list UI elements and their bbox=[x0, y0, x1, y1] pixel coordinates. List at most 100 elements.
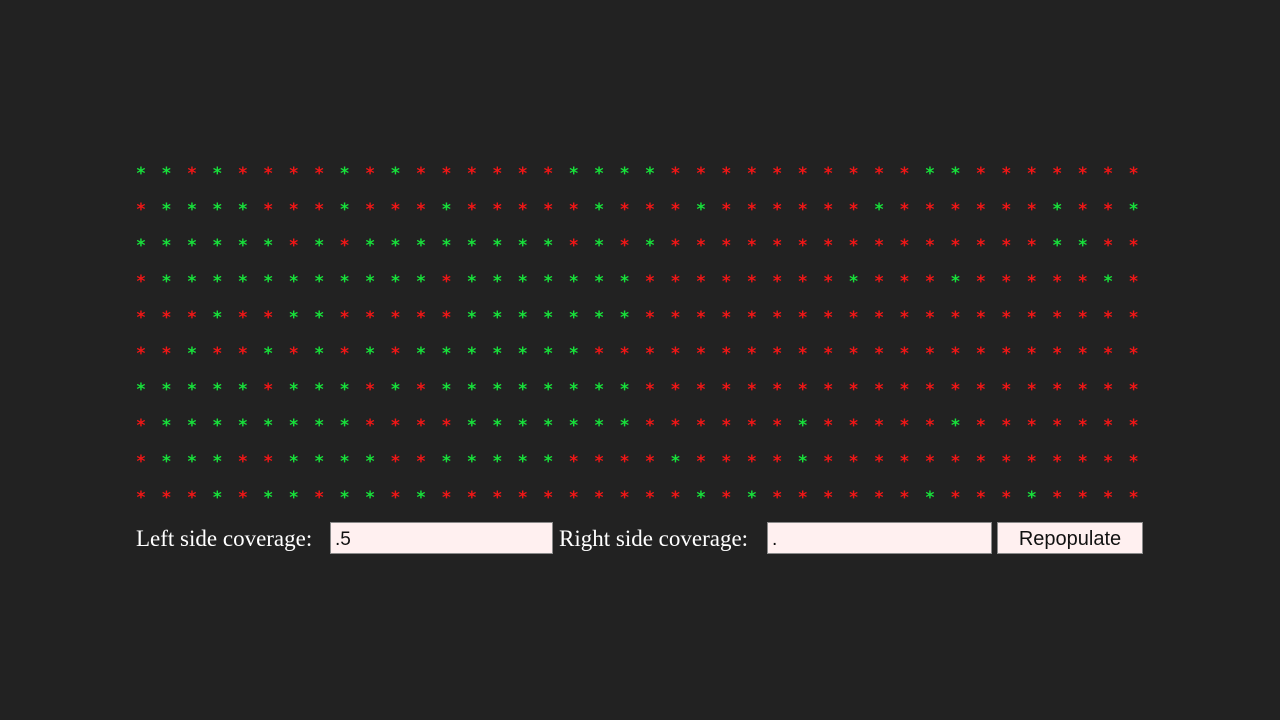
asterisk: * bbox=[1027, 452, 1037, 473]
asterisk: * bbox=[1078, 452, 1088, 473]
asterisk: * bbox=[721, 416, 731, 437]
asterisk: * bbox=[340, 236, 350, 257]
asterisk: * bbox=[950, 488, 960, 509]
asterisk: * bbox=[314, 488, 324, 509]
asterisk: * bbox=[849, 452, 859, 473]
asterisk: * bbox=[492, 200, 502, 221]
asterisk: * bbox=[365, 416, 375, 437]
asterisk: * bbox=[645, 452, 655, 473]
asterisk: * bbox=[976, 308, 986, 329]
asterisk: * bbox=[212, 272, 222, 293]
asterisk: * bbox=[1078, 344, 1088, 365]
asterisk: * bbox=[543, 236, 553, 257]
asterisk: * bbox=[721, 452, 731, 473]
asterisk: * bbox=[289, 200, 299, 221]
asterisk: * bbox=[925, 488, 935, 509]
asterisk: * bbox=[1103, 236, 1113, 257]
asterisk: * bbox=[594, 236, 604, 257]
asterisk: * bbox=[340, 416, 350, 437]
asterisk: * bbox=[925, 344, 935, 365]
asterisk: * bbox=[518, 308, 528, 329]
asterisk: * bbox=[136, 380, 146, 401]
asterisk: * bbox=[569, 416, 579, 437]
asterisk: * bbox=[340, 272, 350, 293]
asterisk: * bbox=[925, 308, 935, 329]
asterisk: * bbox=[1078, 488, 1088, 509]
asterisk: * bbox=[747, 200, 757, 221]
asterisk: * bbox=[467, 488, 477, 509]
asterisk: * bbox=[798, 488, 808, 509]
asterisk: * bbox=[569, 236, 579, 257]
asterisk: * bbox=[772, 416, 782, 437]
asterisk: * bbox=[518, 344, 528, 365]
asterisk: * bbox=[263, 344, 273, 365]
asterisk: * bbox=[365, 236, 375, 257]
asterisk: * bbox=[161, 488, 171, 509]
asterisk: * bbox=[1129, 236, 1138, 257]
asterisk: * bbox=[620, 272, 629, 293]
asterisk: * bbox=[747, 272, 757, 293]
asterisk: * bbox=[467, 200, 477, 221]
asterisk: * bbox=[136, 236, 146, 257]
asterisk: * bbox=[365, 200, 375, 221]
asterisk: * bbox=[696, 344, 706, 365]
asterisk: * bbox=[1103, 452, 1113, 473]
asterisk: * bbox=[441, 344, 451, 365]
asterisk: * bbox=[950, 416, 960, 437]
right-input[interactable]: . bbox=[767, 522, 992, 554]
asterisk: * bbox=[263, 380, 273, 401]
asterisk: * bbox=[416, 344, 426, 365]
asterisk: * bbox=[467, 380, 477, 401]
asterisk: * bbox=[900, 488, 909, 509]
asterisk: * bbox=[721, 200, 731, 221]
asterisk: * bbox=[289, 236, 299, 257]
asterisk: * bbox=[670, 452, 680, 473]
asterisk: * bbox=[594, 488, 604, 509]
asterisk: * bbox=[594, 344, 604, 365]
asterisk: * bbox=[721, 380, 731, 401]
asterisk: * bbox=[1103, 488, 1113, 509]
asterisk: * bbox=[212, 452, 222, 473]
asterisk: * bbox=[874, 236, 884, 257]
asterisk: * bbox=[976, 272, 986, 293]
asterisk: * bbox=[594, 200, 604, 221]
asterisk: * bbox=[1078, 200, 1088, 221]
asterisk: * bbox=[161, 416, 171, 437]
asterisk: * bbox=[441, 452, 451, 473]
asterisk: * bbox=[1129, 272, 1138, 293]
asterisk: * bbox=[1027, 344, 1037, 365]
asterisk: * bbox=[467, 164, 477, 185]
left-input[interactable]: .5 bbox=[330, 522, 553, 554]
asterisk: * bbox=[391, 488, 400, 509]
asterisk: * bbox=[365, 488, 375, 509]
asterisk: * bbox=[747, 416, 757, 437]
asterisk: * bbox=[1103, 416, 1113, 437]
asterisk: * bbox=[925, 200, 935, 221]
asterisk: * bbox=[518, 488, 528, 509]
asterisk: * bbox=[1027, 488, 1037, 509]
asterisk: * bbox=[696, 380, 706, 401]
asterisk: * bbox=[441, 488, 451, 509]
asterisk: * bbox=[365, 164, 375, 185]
asterisk: * bbox=[925, 164, 935, 185]
asterisk: * bbox=[238, 236, 248, 257]
asterisk: * bbox=[696, 200, 706, 221]
asterisk: * bbox=[391, 380, 400, 401]
asterisk: * bbox=[823, 452, 833, 473]
asterisk: * bbox=[263, 452, 273, 473]
asterisk: * bbox=[798, 272, 808, 293]
asterisk: * bbox=[747, 380, 757, 401]
asterisk: * bbox=[874, 488, 884, 509]
asterisk: * bbox=[823, 308, 833, 329]
asterisk: * bbox=[976, 488, 986, 509]
asterisk: * bbox=[1001, 236, 1011, 257]
asterisk: * bbox=[543, 344, 553, 365]
asterisk: * bbox=[620, 416, 629, 437]
asterisk: * bbox=[874, 200, 884, 221]
asterisk: * bbox=[747, 488, 757, 509]
asterisk: * bbox=[187, 164, 197, 185]
asterisk: * bbox=[645, 200, 655, 221]
asterisk: * bbox=[187, 200, 197, 221]
repopulate-button[interactable]: Repopulate bbox=[997, 522, 1143, 554]
asterisk: * bbox=[670, 416, 680, 437]
